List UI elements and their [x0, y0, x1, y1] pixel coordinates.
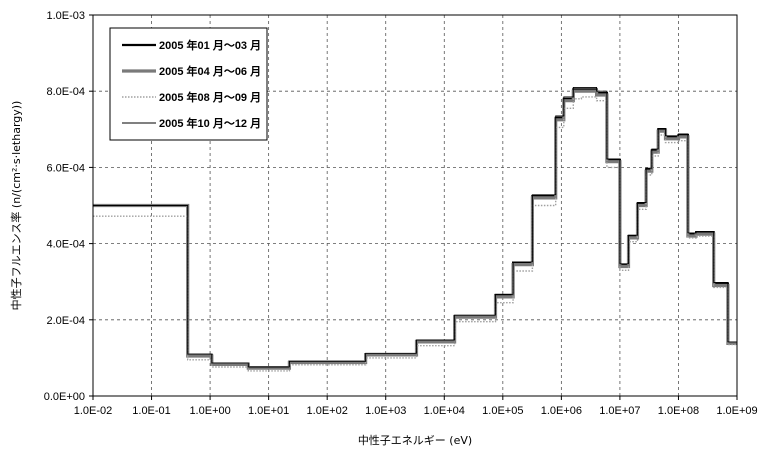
y-tick-labels: 0.0E+00 2.0E-04 4.0E-04 6.0E-04 8.0E-04 1.0E-… — [44, 10, 93, 403]
y-tick-label: 8.0E-04 — [46, 86, 85, 98]
x-tick-label: 1.0E-02 — [74, 405, 113, 417]
legend-label-3: 2005 年08 月～09 月 — [159, 90, 261, 104]
legend: 2005 年01 月～03 月 2005 年04 月～06 月 2005 年08 月… — [109, 27, 268, 141]
y-axis-title: 中性子フルエンス率 (n/(cm²·s·lethargy)) — [9, 101, 23, 311]
series-line-3 — [93, 96, 737, 372]
y-tick-label: 1.0E-03 — [46, 10, 85, 22]
legend-box — [109, 27, 268, 141]
x-tick-label: 1.0E+02 — [307, 405, 348, 417]
x-tick-label: 1.0E+07 — [599, 405, 640, 417]
plot-area — [92, 14, 738, 397]
x-tick-label: 1.0E+01 — [248, 405, 289, 417]
x-tick-label: 1.0E-01 — [132, 405, 171, 417]
series-lines — [93, 86, 737, 372]
legend-label-2: 2005 年04 月～06 月 — [159, 64, 261, 78]
x-tick-labels: 1.0E-02 1.0E-01 1.0E+00 1.0E+01 1.0E+02 1.0E+… — [74, 396, 758, 417]
x-tick-label: 1.0E+08 — [658, 405, 699, 417]
x-tick-label: 1.0E+09 — [716, 405, 757, 417]
x-tick-label: 1.0E+03 — [365, 405, 406, 417]
y-tick-label: 0.0E+00 — [44, 391, 85, 403]
x-tick-label: 1.0E+06 — [541, 405, 582, 417]
x-axis-title: 中性子エネルギー (eV) — [358, 433, 472, 447]
x-tick-label: 1.0E+00 — [189, 405, 230, 417]
series-line-4 — [93, 86, 737, 368]
y-tick-label: 2.0E-04 — [46, 315, 85, 327]
x-tick-label: 1.0E+04 — [424, 405, 465, 417]
legend-label-4: 2005 年10 月～12 月 — [159, 116, 261, 130]
legend-label-1: 2005 年01 月～03 月 — [159, 38, 261, 52]
x-tick-label: 1.0E+05 — [482, 405, 523, 417]
y-tick-label: 6.0E-04 — [46, 162, 85, 174]
y-tick-label: 4.0E-04 — [46, 239, 85, 251]
